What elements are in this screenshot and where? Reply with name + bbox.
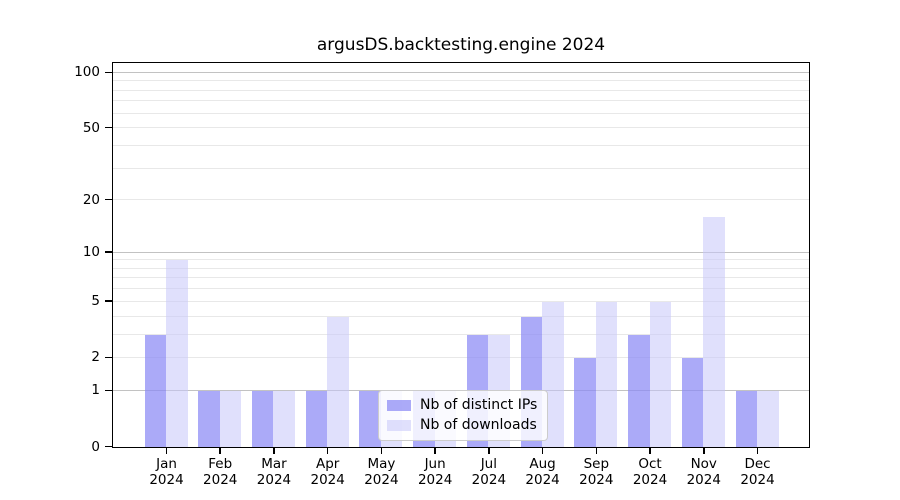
gridline-minor bbox=[113, 80, 809, 82]
bar-distinct-ips bbox=[251, 390, 274, 447]
gridline-minor bbox=[113, 100, 809, 102]
bar-downloads bbox=[273, 390, 295, 447]
bar-distinct-ips bbox=[305, 390, 328, 447]
x-tick-mark bbox=[649, 446, 651, 454]
gridline-minor bbox=[113, 315, 809, 317]
x-tick-mark bbox=[703, 446, 705, 454]
x-tick-label: Dec 2024 bbox=[740, 455, 775, 489]
bar-distinct-ips bbox=[359, 390, 381, 447]
legend-label: Nb of downloads bbox=[420, 417, 537, 433]
y-tick-mark bbox=[105, 198, 112, 201]
bar-distinct-ips bbox=[144, 334, 166, 447]
x-tick-label: Mar 2024 bbox=[256, 455, 292, 489]
x-tick-label: Feb 2024 bbox=[203, 455, 238, 489]
gridline-major bbox=[113, 71, 809, 73]
x-tick-label: Aug 2024 bbox=[525, 455, 560, 489]
y-tick-mark bbox=[105, 445, 112, 448]
x-tick-mark bbox=[488, 446, 490, 454]
x-tick-label: Jan 2024 bbox=[149, 455, 184, 489]
bar-downloads bbox=[703, 217, 725, 447]
x-tick-label: Apr 2024 bbox=[310, 455, 345, 489]
x-tick-label: Jun 2024 bbox=[417, 455, 453, 489]
y-tick-label: 10 bbox=[82, 244, 100, 261]
gridline-minor bbox=[113, 167, 809, 169]
plot-area bbox=[112, 62, 810, 448]
bar-downloads bbox=[327, 316, 349, 447]
x-tick-mark bbox=[380, 446, 383, 454]
gridline-minor bbox=[113, 199, 809, 201]
x-tick-mark bbox=[165, 446, 168, 454]
bar-downloads bbox=[166, 260, 188, 447]
x-tick-mark bbox=[273, 446, 275, 454]
gridline-minor bbox=[113, 267, 809, 269]
bar-distinct-ips bbox=[198, 390, 220, 447]
bar-distinct-ips bbox=[735, 390, 757, 447]
y-tick-mark bbox=[105, 300, 112, 302]
bar-downloads bbox=[649, 301, 672, 447]
legend: Nb of distinct IPs Nb of downloads bbox=[378, 390, 549, 441]
chart-title: argusDS.backtesting.engine 2024 bbox=[316, 35, 606, 55]
y-tick-mark bbox=[105, 251, 112, 253]
distinct-ips-swatch-icon bbox=[387, 400, 411, 411]
x-tick-mark bbox=[541, 446, 544, 454]
bar-downloads bbox=[595, 301, 618, 447]
y-tick-label: 5 bbox=[91, 293, 100, 310]
x-tick-label: Oct 2024 bbox=[632, 455, 668, 489]
bar-distinct-ips bbox=[574, 357, 596, 447]
bar-downloads bbox=[757, 390, 779, 447]
x-tick-label: Sep 2024 bbox=[579, 455, 614, 489]
y-tick-mark bbox=[105, 356, 112, 359]
y-tick-label: 2 bbox=[91, 349, 100, 366]
bar-distinct-ips bbox=[628, 334, 650, 447]
y-tick-mark bbox=[105, 389, 112, 392]
x-tick-mark bbox=[595, 446, 598, 454]
gridline-minor bbox=[113, 112, 809, 114]
bar-downloads bbox=[219, 390, 242, 447]
gridline-major bbox=[113, 251, 809, 253]
gridline-minor bbox=[113, 277, 809, 279]
legend-label: Nb of distinct IPs bbox=[420, 397, 538, 413]
y-tick-mark bbox=[105, 71, 112, 74]
bar-distinct-ips bbox=[681, 357, 704, 447]
legend-entry-downloads: Nb of downloads bbox=[387, 417, 537, 434]
gridline-minor bbox=[113, 259, 809, 261]
y-tick-label: 0 bbox=[91, 438, 100, 455]
gridline-minor bbox=[113, 89, 809, 91]
downloads-swatch-icon bbox=[387, 420, 411, 431]
y-tick-mark bbox=[105, 126, 112, 129]
y-tick-label: 20 bbox=[82, 191, 100, 208]
legend-entry-distinct-ips: Nb of distinct IPs bbox=[387, 397, 537, 414]
gridline-minor bbox=[113, 300, 809, 302]
y-tick-label: 100 bbox=[74, 64, 100, 81]
y-tick-label: 50 bbox=[82, 119, 100, 136]
x-tick-label: Jul 2024 bbox=[471, 455, 507, 489]
x-tick-mark bbox=[434, 446, 436, 454]
x-tick-mark bbox=[326, 446, 329, 454]
gridline-minor bbox=[113, 356, 809, 358]
x-tick-mark bbox=[756, 446, 759, 454]
x-tick-label: Nov 2024 bbox=[686, 455, 721, 489]
gridline-minor bbox=[113, 288, 809, 290]
x-tick-mark bbox=[219, 446, 221, 454]
y-tick-label: 1 bbox=[91, 382, 100, 399]
x-tick-label: May 2024 bbox=[364, 455, 399, 489]
gridline-minor bbox=[113, 127, 809, 129]
gridline-minor bbox=[113, 144, 809, 146]
gridline-minor bbox=[113, 333, 809, 335]
